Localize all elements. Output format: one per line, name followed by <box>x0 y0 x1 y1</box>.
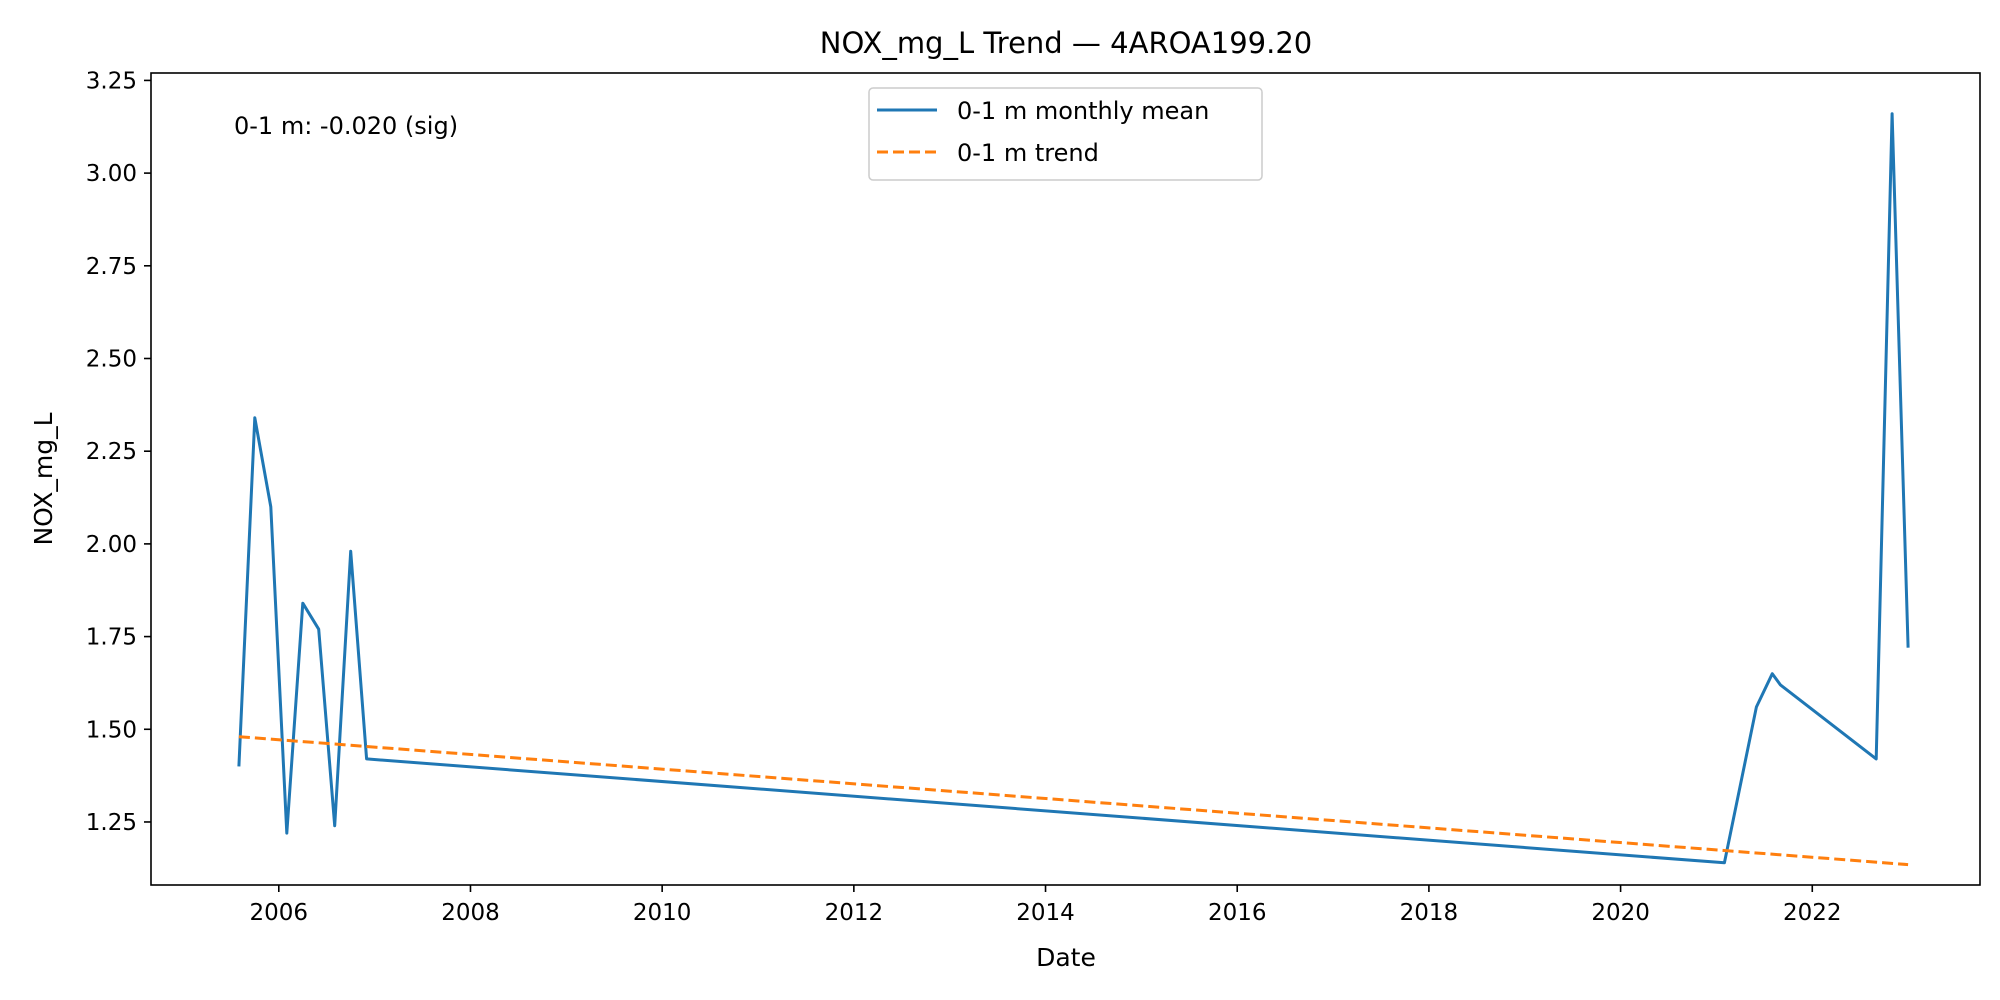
y-tick-label: 1.75 <box>86 625 137 651</box>
y-tick-label: 2.25 <box>86 439 137 465</box>
x-axis: 2006 2008 2010 2012 2014 2016 2018 2020 2022 <box>250 885 1842 926</box>
plot-frame <box>150 72 1981 886</box>
x-tick-label: 2020 <box>1591 900 1650 926</box>
y-tick-label: 2.50 <box>86 346 137 372</box>
trend-annotation: 0-1 m: -0.020 (sig) <box>234 112 458 140</box>
legend: 0-1 m monthly mean 0-1 m trend <box>868 87 1263 181</box>
y-axis: 1.25 1.50 1.75 2.00 2.25 2.50 2.75 3.00 3.25 <box>86 68 151 836</box>
x-axis-label: Date <box>1036 943 1096 972</box>
y-tick-label: 1.25 <box>86 810 137 836</box>
legend-label-monthly-mean: 0-1 m monthly mean <box>957 97 1209 125</box>
y-tick-label: 3.25 <box>86 68 137 94</box>
x-tick-label: 2016 <box>1208 900 1267 926</box>
x-tick-label: 2022 <box>1783 900 1842 926</box>
y-tick-label: 1.50 <box>86 717 137 743</box>
x-tick-label: 2008 <box>441 900 500 926</box>
x-tick-label: 2012 <box>825 900 884 926</box>
y-tick-label: 3.00 <box>86 161 137 187</box>
x-tick-label: 2006 <box>250 900 309 926</box>
plot-lines <box>237 112 1910 867</box>
y-axis-label: NOX_mg_L <box>29 412 58 545</box>
legend-label-trend: 0-1 m trend <box>957 139 1099 167</box>
series-line-monthly-mean <box>237 112 1910 865</box>
x-tick-label: 2010 <box>633 900 692 926</box>
y-tick-label: 2.75 <box>86 254 137 280</box>
series-line-trend <box>238 735 1909 867</box>
x-tick-label: 2014 <box>1016 900 1075 926</box>
chart-title: NOX_mg_L Trend — 4AROA199.20 <box>820 26 1312 60</box>
legend-box <box>868 87 1263 181</box>
x-tick-label: 2018 <box>1400 900 1459 926</box>
y-tick-label: 2.00 <box>86 532 137 558</box>
